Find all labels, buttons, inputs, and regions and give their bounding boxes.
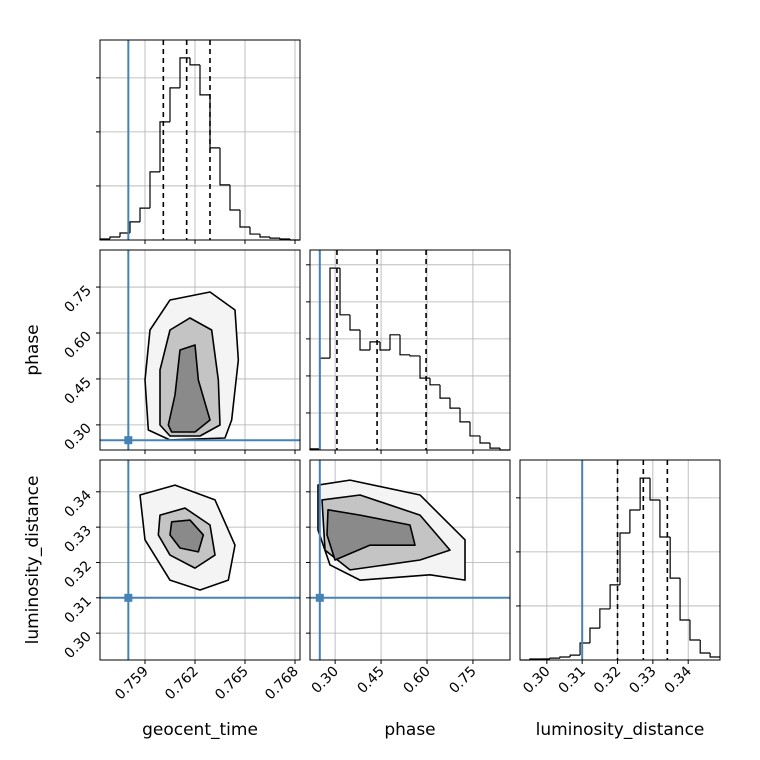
contour	[167, 344, 211, 433]
histogram-step	[449, 398, 461, 409]
histogram-step	[429, 378, 441, 386]
histogram-step	[579, 642, 590, 656]
y-axis-label: phase	[23, 324, 43, 375]
histogram-step	[599, 608, 611, 629]
histogram-step	[229, 184, 240, 211]
histogram-step	[709, 652, 720, 658]
contour	[326, 509, 416, 561]
panel-frame	[309, 459, 511, 661]
histogram-step	[249, 227, 260, 235]
histogram-step	[569, 654, 581, 658]
histogram-step	[659, 500, 671, 538]
histogram-step	[689, 620, 701, 641]
histogram-step	[269, 237, 280, 239]
histogram-step	[589, 627, 600, 643]
panel-frame	[99, 459, 301, 661]
histogram-step	[339, 268, 350, 316]
panel-frame	[309, 249, 511, 451]
histogram-step	[279, 238, 290, 240]
histogram-step	[359, 330, 370, 351]
y-axis-label: luminosity_distance	[23, 476, 43, 645]
histogram-step	[129, 221, 140, 233]
histogram-step	[209, 94, 220, 149]
histogram-step	[439, 384, 450, 399]
histogram-step	[419, 355, 430, 379]
x-tick-label: 0.34	[662, 663, 695, 696]
histogram-step	[389, 334, 401, 350]
y-tick-label: 0.60	[61, 329, 94, 362]
histogram-step	[169, 87, 180, 122]
x-tick-label: 0.30	[309, 664, 342, 697]
histogram-step	[469, 421, 481, 437]
x-tick-label: 0.45	[355, 664, 388, 697]
x-tick-label: 0.33	[626, 664, 659, 697]
x-tick-label: 0.768	[262, 664, 302, 704]
x-axis-label: luminosity_distance	[536, 720, 705, 740]
x-tick-label: 0.31	[556, 664, 589, 697]
panel-frame	[99, 249, 301, 451]
histogram-step	[629, 509, 641, 533]
x-tick-label: 0.75	[446, 664, 479, 697]
histogram-step	[219, 147, 230, 186]
panel-frame	[99, 39, 301, 241]
panel-frame	[519, 459, 721, 661]
x-axis-label: phase	[384, 720, 435, 740]
x-tick-label: 0.60	[400, 664, 433, 697]
y-tick-label: 0.45	[61, 374, 94, 407]
histogram-step	[369, 341, 381, 350]
histogram-step	[479, 435, 490, 444]
x-tick-label: 0.32	[591, 664, 624, 697]
histogram-step	[489, 442, 501, 449]
histogram-step	[639, 477, 651, 510]
x-tick-label: 0.759	[112, 664, 152, 704]
truth-marker	[124, 436, 133, 445]
truth-marker	[124, 593, 133, 602]
histogram-step	[409, 354, 421, 357]
histogram-step	[319, 357, 330, 449]
histogram-step	[619, 532, 630, 585]
histogram-step	[679, 578, 690, 621]
x-axis-label: geocent_time	[142, 720, 258, 740]
histogram-step	[119, 232, 130, 238]
y-tick-label: 0.30	[61, 629, 94, 662]
y-tick-label: 0.34	[61, 487, 94, 520]
histogram-step	[459, 408, 470, 423]
x-tick-label: 0.765	[212, 664, 252, 704]
histogram-step	[159, 121, 170, 172]
histogram-step	[609, 584, 620, 609]
y-tick-label: 0.30	[61, 420, 94, 453]
truth-marker	[315, 593, 324, 602]
histogram-step	[189, 57, 200, 66]
y-tick-label: 0.75	[61, 283, 94, 316]
histogram-step	[559, 656, 571, 659]
histogram-step	[649, 478, 660, 501]
histogram-step	[379, 341, 390, 351]
y-tick-label: 0.33	[61, 523, 94, 556]
histogram-step	[149, 171, 160, 209]
histogram-step	[549, 657, 560, 659]
histogram-step	[349, 314, 361, 331]
histogram-step	[239, 210, 250, 228]
histogram-step	[669, 537, 681, 579]
histogram-step	[109, 236, 120, 239]
histogram-step	[699, 640, 711, 654]
histogram-step	[199, 64, 210, 96]
x-tick-label: 0.762	[162, 664, 202, 704]
contour	[169, 519, 205, 553]
y-tick-label: 0.31	[61, 593, 94, 626]
histogram-step	[399, 334, 410, 356]
x-tick-label: 0.30	[520, 664, 553, 697]
histogram-step	[259, 234, 270, 238]
histogram-step	[139, 207, 150, 222]
histogram-step	[179, 57, 190, 88]
y-tick-label: 0.32	[61, 558, 94, 591]
